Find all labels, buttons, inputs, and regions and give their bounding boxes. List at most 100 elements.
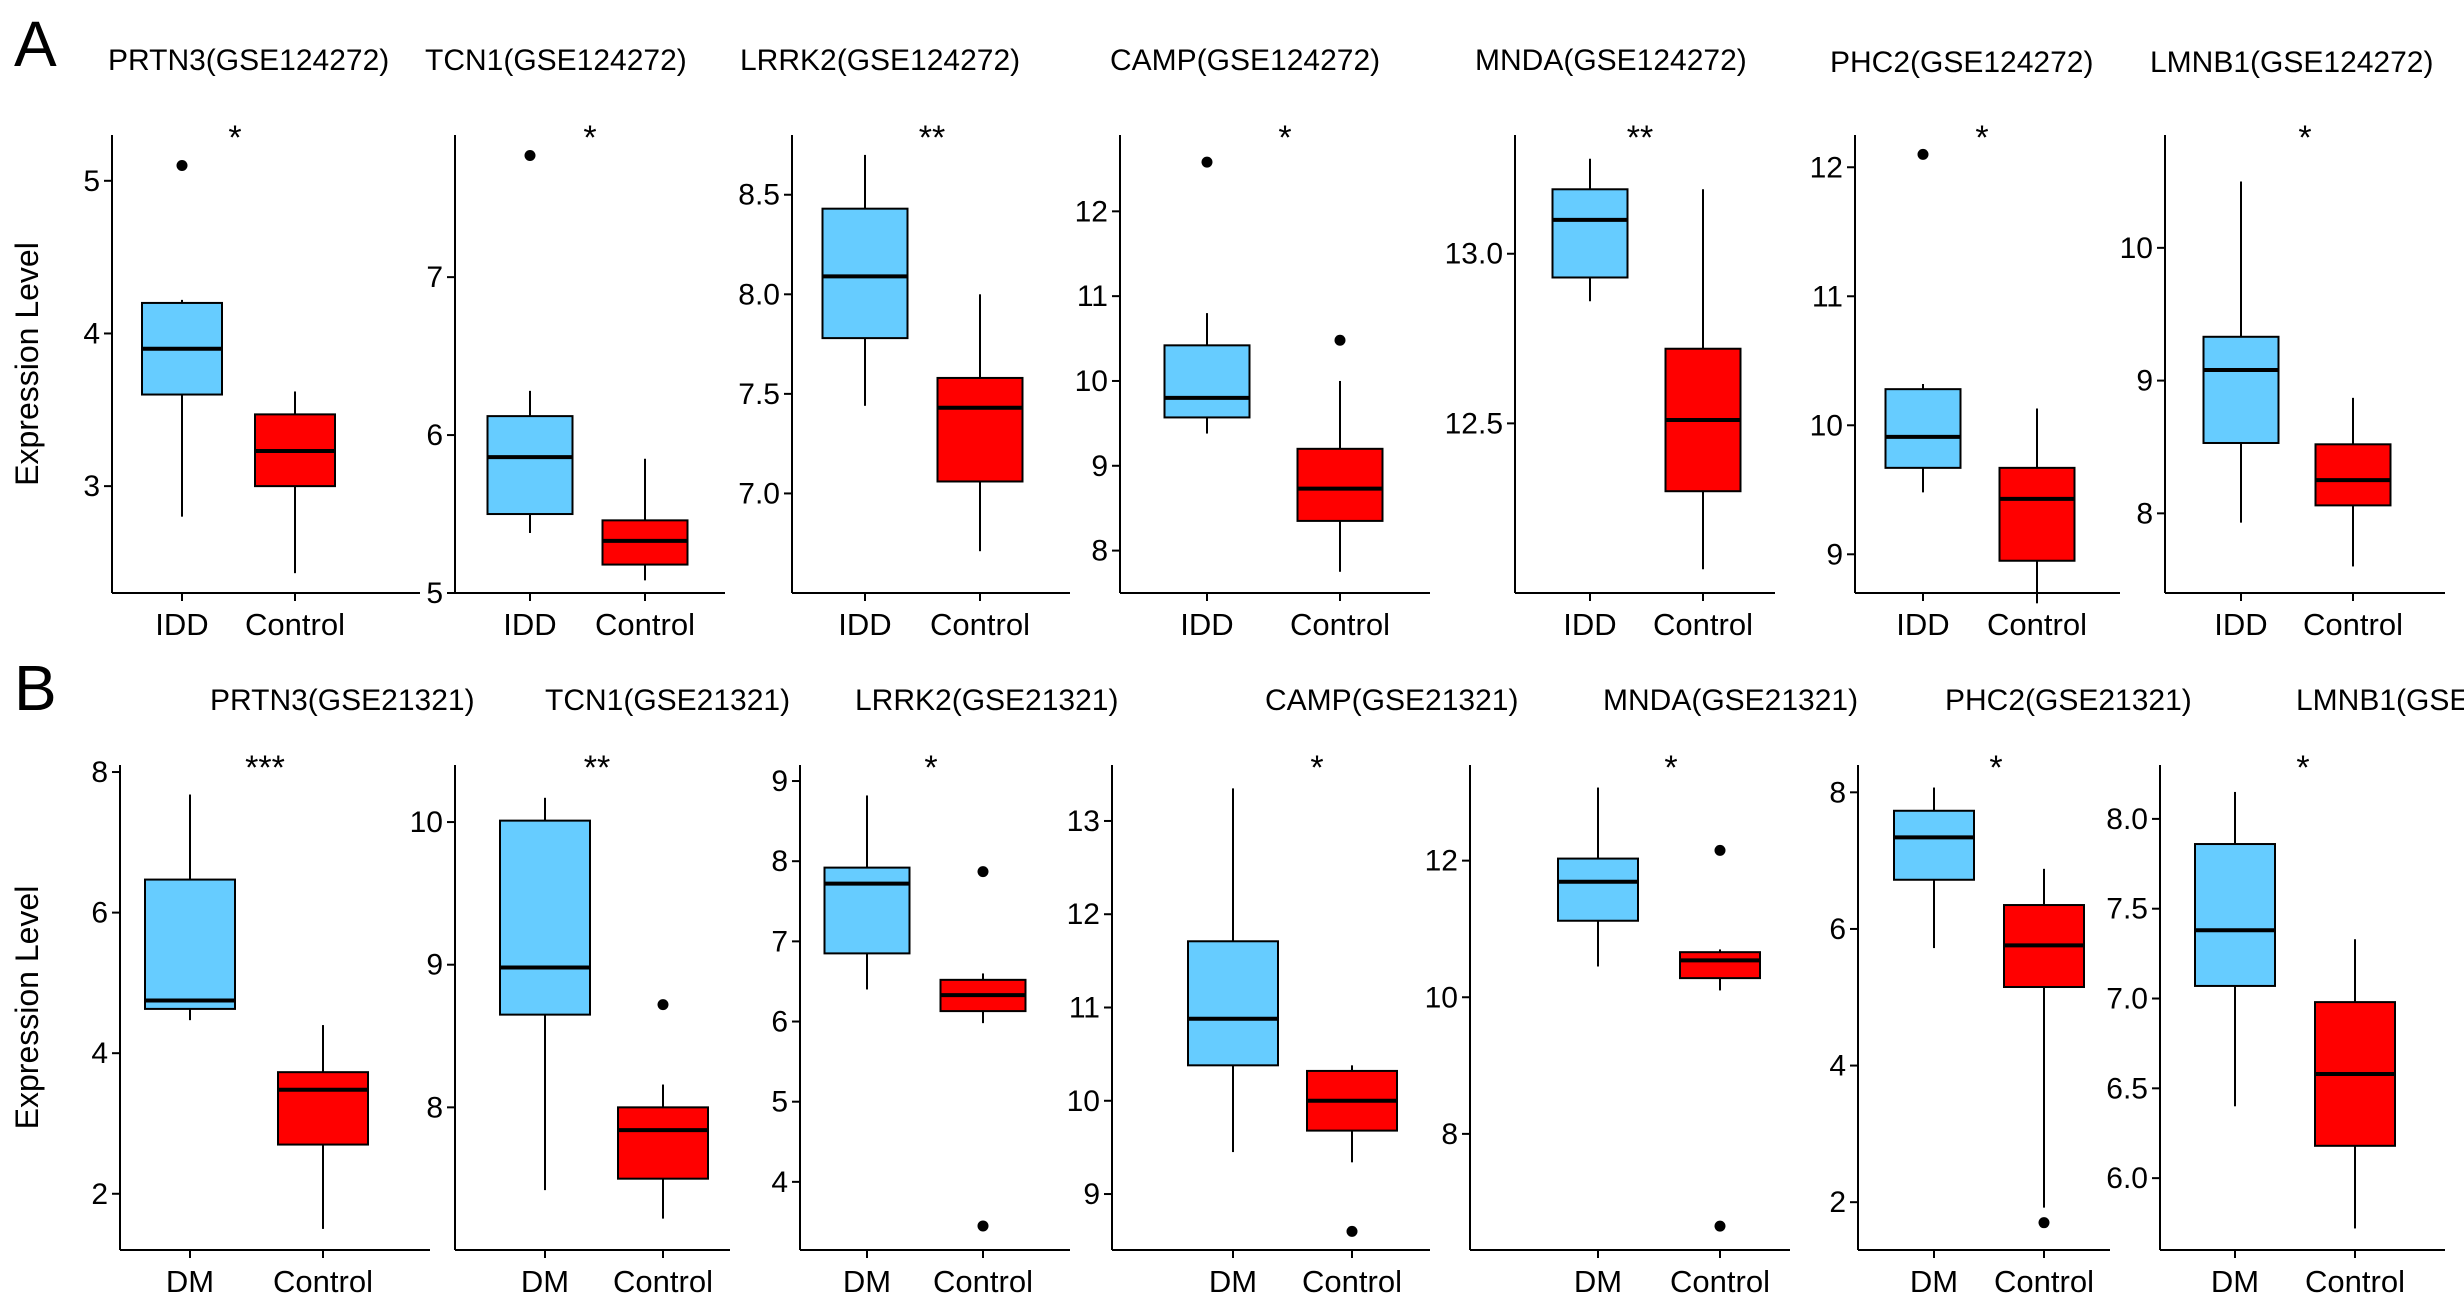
y-tick-label: 4: [91, 1037, 108, 1070]
boxplot-panel: CAMP(GSE124272) * 8 9 10 11 12 IDD Control: [1075, 44, 1430, 642]
iqr-box: [486, 415, 574, 516]
y-tick-label: 3: [83, 470, 100, 503]
y-axis-label: Expression Level: [9, 886, 45, 1130]
y-tick-label: 7: [426, 261, 443, 294]
x-category-label: Control: [1302, 1264, 1402, 1299]
y-tick-label: 7.0: [738, 477, 780, 510]
boxplot-panel: LMNB1(GSE21321) * 6.0 6.5 7.0 7.5 8.0 DM Control: [2106, 684, 2464, 1299]
y-tick-label: 12: [1067, 898, 1100, 931]
plot-title: LRRK2(GSE21321): [855, 684, 1118, 717]
y-tick-label: 12.5: [1445, 407, 1503, 440]
y-tick-label: 10: [1810, 409, 1843, 442]
y-tick-label: 2: [1829, 1186, 1846, 1219]
outlier-point: [977, 1220, 989, 1232]
boxplot-panel: PHC2(GSE21321) * 2 4 6 8 DM Control: [1829, 684, 2191, 1299]
boxplot-panel: MNDA(GSE124272) ** 12.5 13.0 IDD Control: [1445, 44, 1775, 642]
x-category-label: Control: [1653, 607, 1753, 642]
boxplot-panel: CAMP(GSE21321) * 9 10 11 12 13 DM Control: [1067, 684, 1519, 1299]
y-tick-label: 6: [91, 897, 108, 930]
y-tick-label: 8: [426, 1091, 443, 1124]
x-category-label: IDD: [838, 607, 891, 642]
plot-title: PHC2(GSE21321): [1945, 684, 2192, 717]
iqr-box: [1296, 447, 1384, 522]
significance-label: *: [1664, 749, 1677, 787]
significance-label: *: [583, 119, 596, 157]
iqr-box: [2194, 843, 2276, 987]
outlier-point: [1201, 156, 1213, 168]
x-category-label: DM: [521, 1264, 569, 1299]
boxplot-panel: TCN1(GSE124272) * 5 6 7 IDD Control: [425, 44, 725, 642]
iqr-box: [1551, 188, 1629, 279]
x-category-label: DM: [166, 1264, 214, 1299]
y-tick-label: 7.0: [2106, 983, 2148, 1016]
iqr-box: [144, 878, 236, 1010]
plot-title: PRTN3(GSE124272): [108, 44, 389, 77]
x-category-label: Control: [1994, 1264, 2094, 1299]
plot-title: LRRK2(GSE124272): [740, 44, 1020, 77]
y-tick-label: 11: [1069, 992, 1100, 1025]
significance-label: *: [1278, 119, 1291, 157]
iqr-box: [936, 376, 1024, 483]
x-category-label: Control: [933, 1264, 1033, 1299]
x-category-label: Control: [273, 1264, 373, 1299]
x-category-label: Control: [595, 607, 695, 642]
x-category-label: DM: [843, 1264, 891, 1299]
y-tick-label: 8: [1441, 1118, 1458, 1151]
y-tick-label: 2: [91, 1178, 108, 1211]
significance-label: **: [584, 749, 610, 787]
y-tick-label: 11: [1812, 280, 1843, 313]
x-category-label: IDD: [155, 607, 208, 642]
y-tick-label: 10: [1067, 1085, 1100, 1118]
y-tick-label: 8.0: [738, 278, 780, 311]
y-tick-label: 13.0: [1445, 238, 1503, 271]
plot-title: CAMP(GSE124272): [1110, 44, 1380, 77]
y-tick-label: 8: [1829, 776, 1846, 809]
y-axis-label: Expression Level: [9, 242, 45, 486]
boxplot-panel: LRRK2(GSE124272) ** 7.0 7.5 8.0 8.5 IDD Control: [738, 44, 1070, 642]
outlier-point: [176, 160, 188, 172]
boxplot-panel: LRRK2(GSE21321) * 4 5 6 7 8 9 DM Control: [771, 684, 1118, 1299]
significance-label: *: [1310, 749, 1323, 787]
y-tick-label: 13: [1067, 805, 1100, 838]
outlier-point: [1346, 1225, 1358, 1237]
y-tick-label: 9: [1083, 1178, 1100, 1211]
y-tick-label: 4: [83, 317, 100, 350]
x-category-label: Control: [2305, 1264, 2405, 1299]
significance-label: **: [1627, 119, 1653, 157]
iqr-box: [277, 1071, 369, 1146]
y-tick-label: 8: [771, 845, 788, 878]
boxplot-panel: MNDA(GSE21321) * 8 10 12 DM Control: [1425, 684, 1858, 1299]
y-tick-label: 7.5: [2106, 893, 2148, 926]
y-tick-label: 7: [771, 925, 788, 958]
iqr-box: [1187, 940, 1279, 1067]
y-tick-label: 9: [426, 949, 443, 982]
y-tick-label: 8: [2136, 497, 2153, 530]
x-category-label: Control: [1290, 607, 1390, 642]
plot-title: MNDA(GSE21321): [1603, 684, 1858, 717]
outlier-point: [657, 999, 669, 1011]
outlier-point: [977, 866, 989, 878]
y-tick-label: 6.0: [2106, 1162, 2148, 1195]
significance-label: *: [1975, 119, 1988, 157]
outlier-point: [1714, 1220, 1726, 1232]
iqr-box: [1679, 951, 1761, 980]
y-tick-label: 6: [426, 419, 443, 452]
significance-label: *: [1989, 749, 2002, 787]
x-category-label: Control: [245, 607, 345, 642]
x-category-label: Control: [930, 607, 1030, 642]
significance-label: *: [228, 119, 241, 157]
x-category-label: DM: [1209, 1264, 1257, 1299]
iqr-box: [1884, 388, 1962, 469]
x-category-label: DM: [1910, 1264, 1958, 1299]
plot-title: TCN1(GSE21321): [545, 684, 790, 717]
plot-title: PRTN3(GSE21321): [210, 684, 475, 717]
outlier-point: [1917, 148, 1929, 160]
y-tick-label: 10: [1075, 365, 1108, 398]
panel-label-a: A: [14, 8, 57, 80]
significance-label: **: [919, 119, 945, 157]
x-category-label: IDD: [1896, 607, 1949, 642]
iqr-box: [2314, 443, 2392, 507]
y-tick-label: 10: [2120, 232, 2153, 265]
